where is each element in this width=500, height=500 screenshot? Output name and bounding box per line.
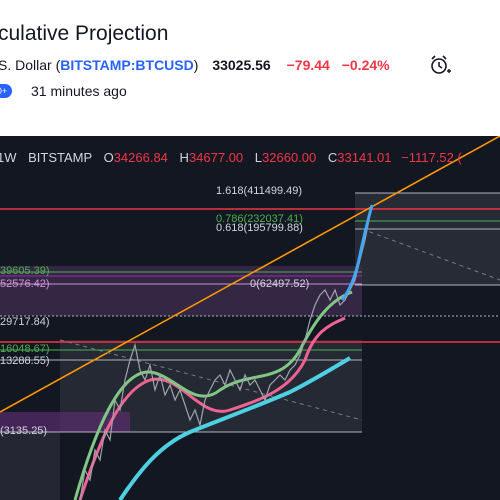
low-value: 32660.00: [262, 150, 317, 165]
fib-label-0618: 0.618(195799.88): [216, 222, 303, 234]
timeframe[interactable]: 1W: [0, 150, 17, 165]
ohlc-legend: 1W BITSTAMP O34266.84 H34677.00 L32660.0…: [0, 150, 462, 165]
fib-label-left-1: 39605.39): [0, 265, 50, 277]
price-chart[interactable]: 1.618(411499.49) 0.786(232037.41) 0.618(…: [0, 136, 500, 500]
fib-zone-upper: [355, 193, 500, 285]
fib-zone-bottom: [0, 432, 60, 500]
close-value: 33141.01: [337, 150, 392, 165]
ma-green-line: [73, 290, 353, 500]
long-term-trendline[interactable]: [0, 136, 500, 413]
symbol-link[interactable]: BITSTAMP:BTCUSD: [60, 57, 194, 73]
fib-label-left-5: 13288.55): [0, 355, 50, 367]
fib-label-left-4: 16048.67): [0, 343, 50, 355]
symbol-row: S. Dollar (BITSTAMP:BTCUSD) 33025.56 −79…: [0, 57, 390, 73]
symbol-suffix: ): [193, 57, 199, 73]
author-badge: 0+: [0, 84, 12, 98]
price-change-percent: −0.24%: [341, 57, 390, 73]
chart-canvas[interactable]: [0, 136, 500, 500]
open-label: O: [103, 150, 114, 165]
published-time: 31 minutes ago: [31, 83, 127, 99]
ma-pink-line: [78, 316, 346, 500]
symbol-prefix: S. Dollar (: [0, 57, 61, 73]
ma-cyan-line: [118, 356, 352, 500]
bar-change: −1117.52 (: [401, 150, 462, 165]
fib-label-0: 0(62497.52): [250, 278, 310, 290]
open-value: 34266.84: [113, 150, 168, 165]
idea-title: culative Projection: [0, 22, 169, 45]
fib-label-1618: 1.618(411499.49): [216, 185, 303, 197]
fib-zone-purple: [0, 266, 362, 316]
last-price: 33025.56: [212, 57, 271, 73]
low-label: L: [254, 150, 263, 165]
price-change: −79.44: [286, 57, 330, 73]
fib-label-left-3: 29717.84): [0, 316, 50, 328]
exchange-name: BITSTAMP: [28, 150, 92, 165]
fib-zone-magenta: [0, 412, 130, 432]
projection-dashed-upper: [361, 228, 500, 281]
high-label: H: [179, 150, 189, 165]
alarm-clock-add-icon[interactable]: [429, 54, 451, 76]
candlesticks: [79, 204, 373, 500]
idea-header: culative Projection S. Dollar (BITSTAMP:…: [0, 0, 500, 136]
projection-blue-path: [340, 204, 374, 301]
close-label: C: [327, 150, 338, 165]
fib-label-left-2: 52576.42): [0, 278, 50, 290]
high-value: 34677.00: [188, 150, 244, 165]
fib-label-0786: 0.786(232037.41): [216, 213, 303, 225]
fib-label-left-6: (3135.25): [0, 425, 48, 437]
